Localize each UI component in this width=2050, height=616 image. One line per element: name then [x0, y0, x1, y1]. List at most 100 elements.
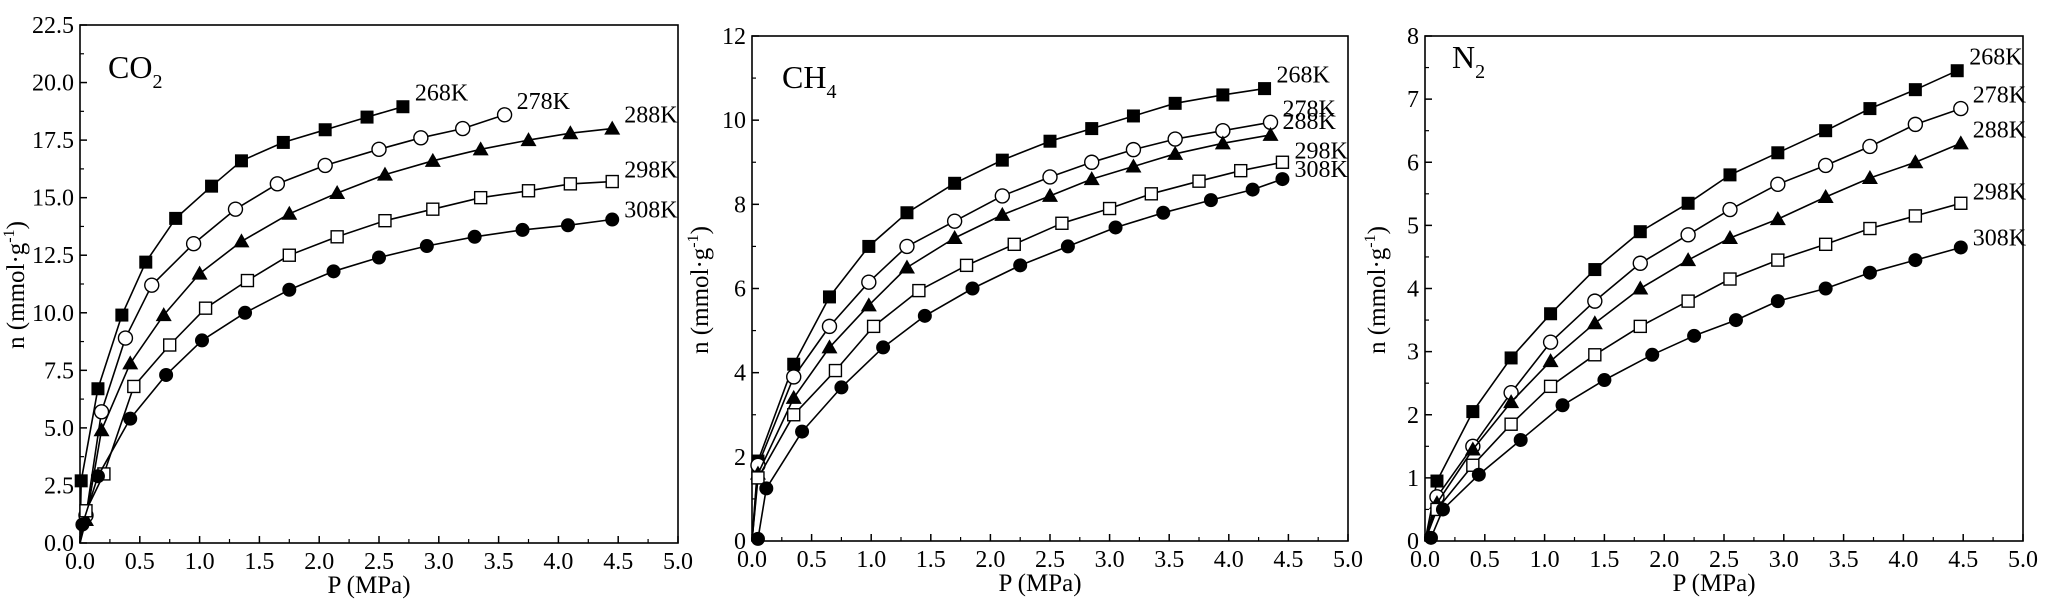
data-point [1687, 328, 1702, 343]
y-tick-label: 5 [1407, 213, 1419, 239]
series-278K: 278K [78, 89, 571, 544]
data-point [912, 283, 926, 298]
data-point [1861, 170, 1878, 185]
data-point [1908, 209, 1923, 223]
data-point [1085, 122, 1099, 136]
data-point [93, 404, 110, 420]
data-point [1144, 187, 1159, 201]
data-point [1722, 201, 1738, 218]
x-axis-title: P (MPa) [327, 572, 410, 599]
data-point [169, 211, 183, 225]
x-tick-label: 4.5 [603, 549, 633, 575]
data-point [276, 135, 290, 149]
data-point [834, 380, 849, 395]
data-point [1084, 154, 1100, 170]
data-point [1769, 211, 1786, 226]
x-tick-label: 0.5 [1470, 547, 1500, 573]
data-point [1471, 467, 1486, 482]
data-point [1645, 347, 1660, 362]
data-point [787, 357, 801, 371]
chart-panel-1: 0.0 0.5 1.0 1.5 2.0 2.5 3.0 3.5 4.0 4.5 5.0 0 2 4 6 8 10… [685, 24, 1363, 597]
data-point [521, 184, 536, 198]
series-label: 308K [1294, 157, 1348, 183]
series-308K: 308K [75, 198, 678, 544]
series-278K: 278K [1424, 83, 2027, 542]
data-point [1588, 263, 1602, 277]
fit-curve [79, 105, 404, 544]
series-label: 278K [517, 89, 571, 115]
series-308K: 308K [1423, 225, 2027, 545]
data-point [759, 481, 774, 496]
data-point [994, 206, 1011, 221]
x-tick-label: 4.5 [1948, 547, 1978, 573]
x-tick-label: 0.0 [1410, 547, 1440, 573]
x-tick-label: 4.0 [1214, 547, 1244, 573]
data-point [1817, 188, 1834, 203]
data-point [1721, 230, 1738, 244]
series-278K: 278K [750, 96, 1337, 542]
data-point [144, 277, 160, 293]
series-268K: 268K [1424, 45, 2023, 542]
y-axis-title-main: n (mmol·g [3, 242, 30, 349]
data-point [750, 531, 765, 546]
data-point [1083, 171, 1100, 186]
data-point [1430, 474, 1444, 488]
data-point [1542, 353, 1559, 368]
y-tick-label: 0 [1407, 529, 1419, 555]
data-point [233, 233, 250, 248]
x-tick-label: 2.0 [975, 547, 1005, 573]
data-point [1435, 502, 1450, 517]
y-tick-label: 1 [1407, 466, 1419, 492]
chart-panel-0: 0.0 0.5 1.0 1.5 2.0 2.5 3.0 3.5 4.0 4.5 5.0 0.0 2.5 5… [1, 13, 693, 599]
data-point [426, 202, 440, 216]
data-point [1168, 96, 1182, 110]
data-point [1042, 169, 1058, 185]
data-point [786, 369, 802, 385]
data-point [605, 212, 620, 227]
x-tick-label: 0.5 [797, 547, 827, 573]
data-point [282, 248, 296, 262]
panel-title: CH4 [782, 59, 836, 103]
data-point [1192, 174, 1206, 188]
data-point [472, 141, 489, 156]
plot-frame [751, 35, 1349, 542]
data-point [191, 265, 208, 280]
panel-title: CO2 [108, 49, 162, 93]
y-tick-label: 10 [722, 108, 746, 134]
series-label: 268K [1277, 63, 1331, 89]
data-point [1632, 280, 1649, 295]
data-point [1952, 135, 1969, 150]
data-point [1043, 134, 1057, 148]
data-point [1060, 239, 1075, 254]
data-point [227, 201, 244, 217]
x-tick-label: 5.0 [663, 549, 693, 575]
data-point [900, 206, 914, 220]
data-point [898, 259, 915, 274]
data-point [162, 338, 177, 352]
data-point [127, 379, 141, 394]
data-point [1681, 196, 1695, 210]
data-point [946, 230, 963, 244]
series-label: 298K [1973, 179, 2027, 205]
panel-title-main: CH [782, 59, 826, 95]
data-point [1862, 138, 1878, 155]
data-point [821, 318, 838, 335]
x-tick-label: 0.0 [65, 549, 95, 575]
data-point [234, 154, 248, 168]
data-point [317, 157, 333, 174]
series-label: 308K [1973, 225, 2027, 251]
y-tick-label: 2 [1407, 403, 1419, 429]
data-point [238, 305, 253, 320]
data-point [1167, 145, 1184, 160]
data-point [1013, 258, 1028, 273]
x-axis-title: P (MPa) [998, 570, 1081, 597]
data-point [413, 130, 429, 146]
y-axis-title-close: ) [3, 221, 30, 229]
y-axis-title: n (mmol·g-1) [1362, 226, 1391, 354]
data-point [995, 153, 1009, 167]
fit-curve [79, 180, 613, 544]
data-point [1156, 205, 1171, 220]
data-point [828, 363, 843, 378]
data-point [515, 222, 530, 237]
data-point [281, 205, 298, 220]
